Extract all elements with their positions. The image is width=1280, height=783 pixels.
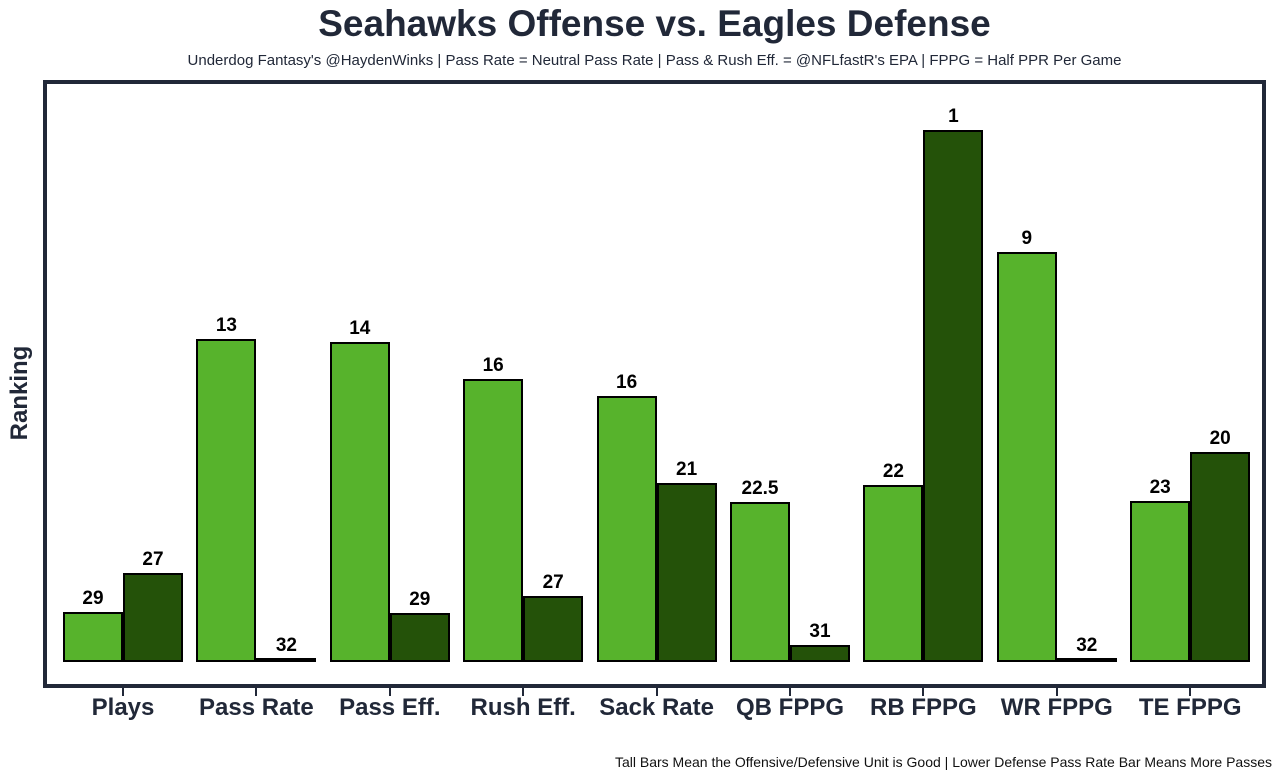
x-axis-tick-qb-fppg	[789, 688, 791, 696]
bar-value-label-defense-qb-fppg: 31	[809, 621, 831, 642]
y-axis-label: Ranking	[6, 345, 33, 441]
chart-footnote: Tall Bars Mean the Offensive/Defensive U…	[614, 754, 1272, 770]
x-axis-category-label-sack-rate: Sack Rate	[599, 694, 714, 721]
x-axis-tick-rush-eff	[522, 688, 525, 696]
bar-value-label-defense-sack-rate: 21	[676, 459, 698, 480]
bar-offense-pass-rate	[196, 339, 257, 662]
x-axis-category-label-te-fppg: TE FPPG	[1138, 694, 1242, 721]
bar-defense-sack-rate	[656, 483, 717, 662]
bar-value-label-offense-pass-rate: 13	[215, 315, 237, 336]
x-axis-category-label-rb-fppg: RB FPPG	[870, 694, 977, 721]
x-axis-tick-wr-fppg	[1055, 688, 1058, 696]
bar-value-label-offense-plays: 29	[82, 588, 104, 609]
bar-defense-pass-rate	[256, 658, 317, 662]
x-axis-tick-rb-fppg	[922, 688, 925, 696]
bar-value-label-defense-rb-fppg: 1	[948, 106, 959, 127]
bar-defense-wr-fppg	[1056, 658, 1117, 662]
x-axis-category-label-pass-rate: Pass Rate	[199, 694, 314, 721]
bar-offense-qb-fppg	[730, 502, 790, 662]
chart-title: Seahawks Offense vs. Eagles Defense	[318, 3, 991, 44]
x-axis-tick-sack-rate	[655, 688, 658, 696]
x-axis-category-label-rush-eff: Rush Eff.	[470, 694, 576, 721]
bar-value-label-defense-wr-fppg: 32	[1076, 635, 1098, 656]
chart-subtitle: Underdog Fantasy's @HaydenWinks | Pass R…	[187, 52, 1122, 69]
bar-defense-plays	[123, 573, 183, 662]
x-axis-category-label-wr-fppg: WR FPPG	[1000, 694, 1113, 721]
x-axis-tick-plays	[122, 688, 124, 696]
x-axis-tick-pass-eff	[388, 688, 391, 696]
bar-value-label-offense-rb-fppg: 22	[882, 461, 904, 482]
bar-value-label-defense-rush-eff: 27	[542, 572, 564, 593]
plot-area: 29 27 13 32 14 29 16 27 16 21 22.5 31 22 1 9 32 23 20	[43, 80, 1266, 688]
bar-value-label-offense-te-fppg: 23	[1149, 477, 1171, 498]
bar-value-label-defense-plays: 27	[142, 549, 164, 570]
bar-defense-pass-eff	[389, 613, 450, 662]
bar-value-label-offense-qb-fppg: 22.5	[741, 478, 779, 499]
bar-defense-rush-eff	[523, 596, 584, 662]
bar-offense-sack-rate	[596, 396, 657, 662]
bar-offense-plays	[63, 612, 123, 662]
bar-value-label-offense-wr-fppg: 9	[1021, 228, 1033, 249]
x-axis-tick-pass-rate	[255, 688, 258, 696]
bar-value-label-defense-te-fppg: 20	[1209, 428, 1231, 449]
bar-value-label-defense-pass-eff: 29	[409, 589, 431, 610]
bar-value-label-offense-pass-eff: 14	[349, 318, 371, 339]
x-axis-category-label-qb-fppg: QB FPPG	[735, 694, 845, 721]
bar-value-label-offense-rush-eff: 16	[482, 355, 504, 376]
bar-value-label-defense-pass-rate: 32	[275, 635, 297, 656]
bar-offense-te-fppg	[1130, 501, 1191, 662]
bar-offense-rb-fppg	[863, 485, 924, 662]
bar-offense-rush-eff	[463, 379, 524, 662]
bar-defense-rb-fppg	[923, 130, 984, 662]
bar-offense-pass-eff	[329, 342, 390, 662]
bar-defense-te-fppg	[1190, 452, 1251, 662]
x-axis-category-label-pass-eff: Pass Eff.	[339, 694, 441, 721]
bar-offense-wr-fppg	[996, 252, 1057, 662]
bar-defense-qb-fppg	[790, 645, 850, 662]
x-axis-category-label-plays: Plays	[91, 694, 155, 721]
bar-value-label-offense-sack-rate: 16	[616, 372, 638, 393]
x-axis-tick-te-fppg	[1189, 688, 1192, 696]
